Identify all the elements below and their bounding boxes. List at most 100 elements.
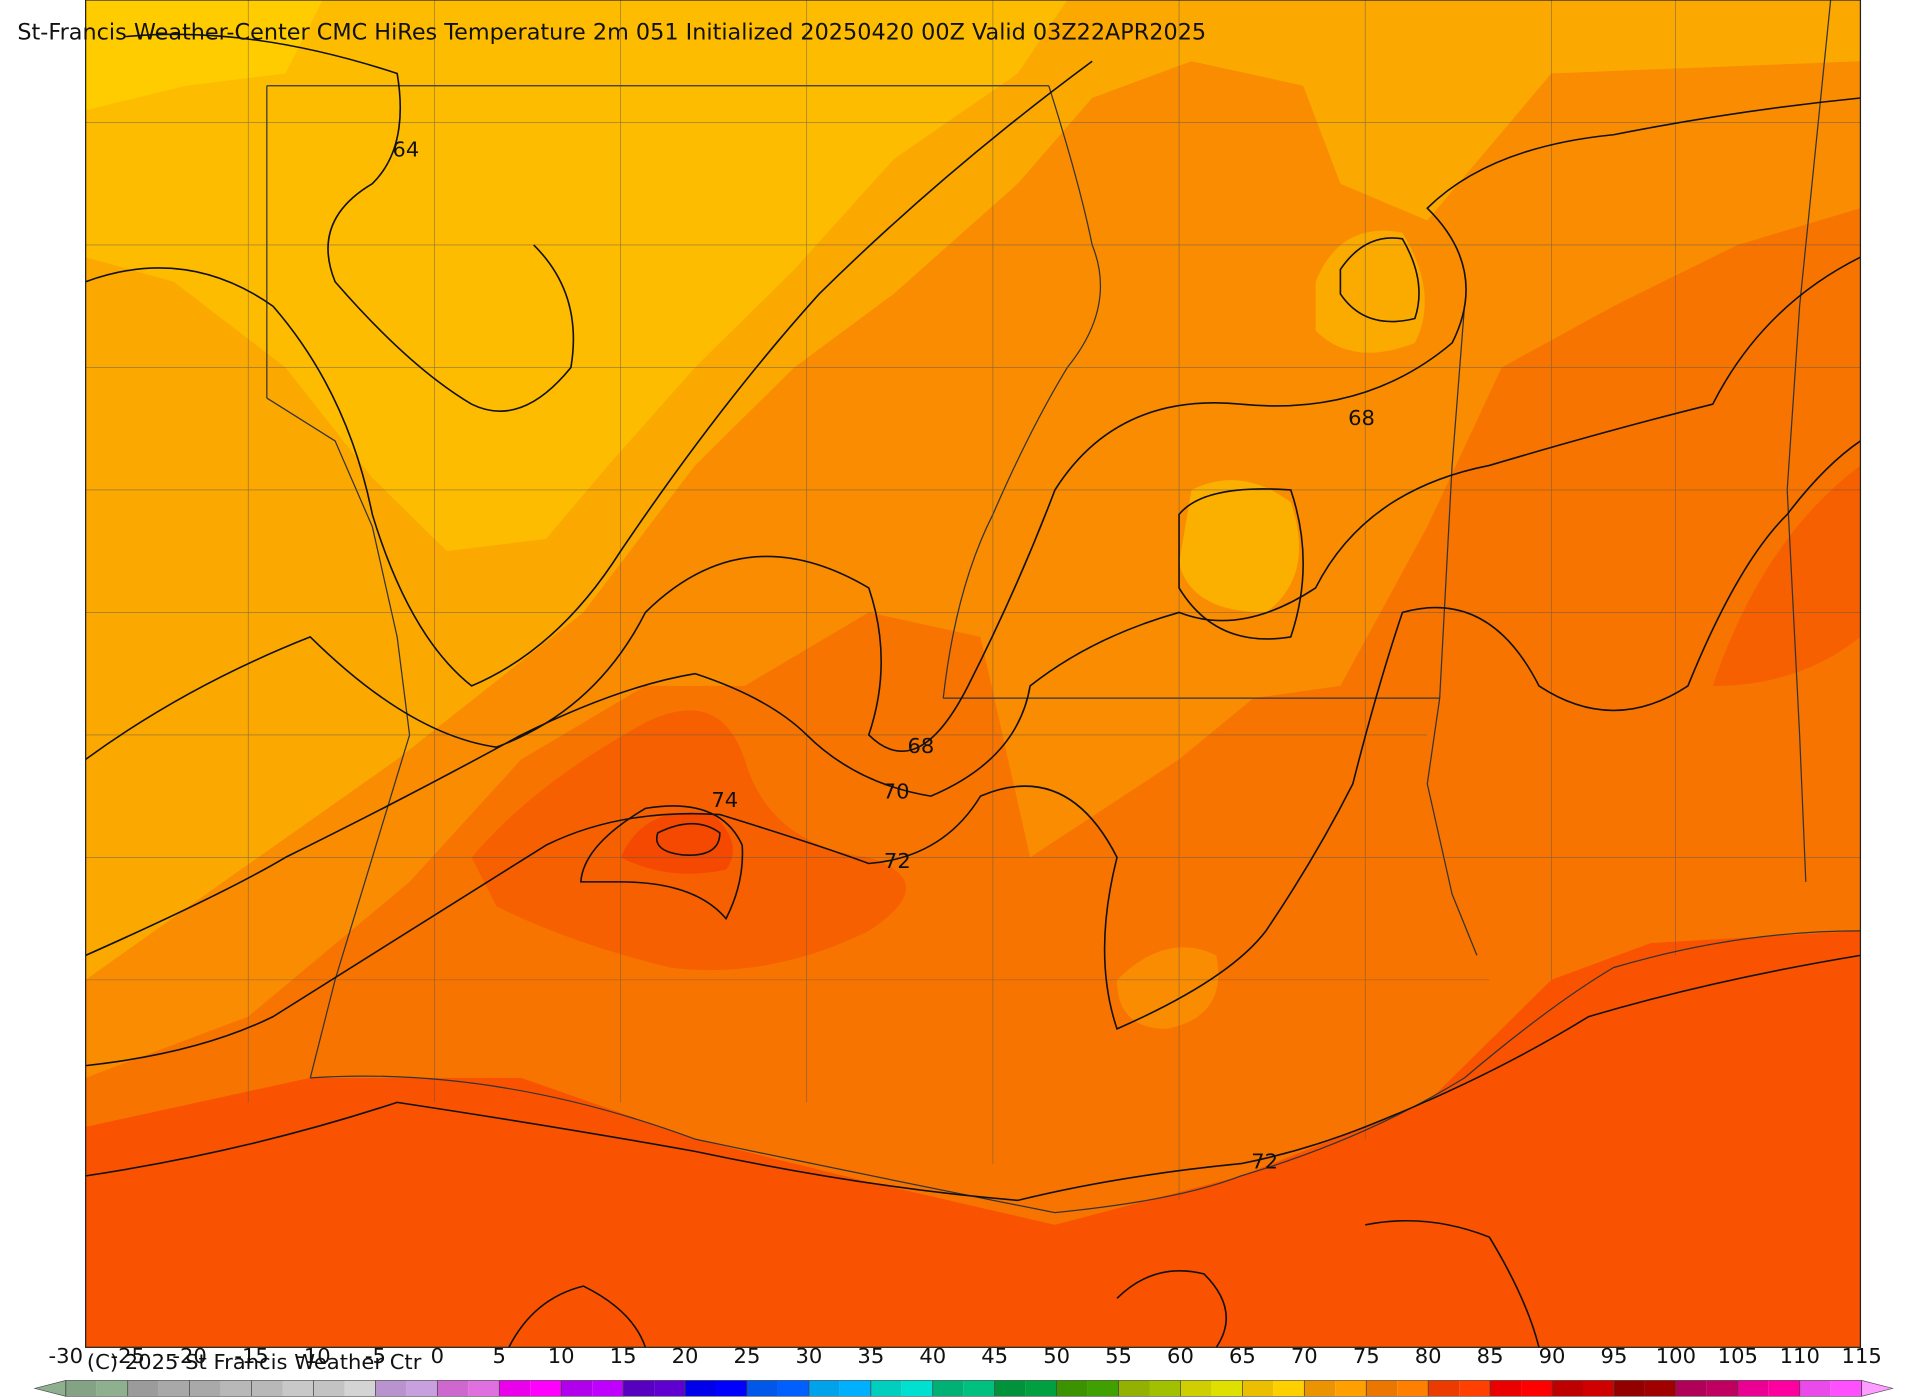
colorbar-swatch <box>220 1380 252 1397</box>
colorbar-swatch <box>592 1380 624 1397</box>
contours <box>85 33 1861 1348</box>
colorbar-swatch <box>1521 1380 1553 1397</box>
colorbar-swatch <box>1211 1380 1243 1397</box>
colorbar-swatch <box>406 1380 438 1397</box>
colorbar-swatch <box>468 1380 500 1397</box>
contour-label: 64 <box>392 138 419 162</box>
colorbar-tick-label: 15 <box>610 1344 637 1368</box>
colorbar-tick-label: 65 <box>1229 1344 1256 1368</box>
colorbar-tick-label: 50 <box>1043 1344 1070 1368</box>
colorbar: -30 -25 -20 -15 -10 -5 0 5 10 15 20 25 30 35 40 45 50 55 6… <box>33 1344 1894 1397</box>
colorbar-swatch <box>375 1380 407 1397</box>
colorbar-swatch <box>1335 1380 1367 1397</box>
contour-label: 74 <box>711 788 738 812</box>
colorbar-swatch <box>499 1380 531 1397</box>
temperature-field <box>85 0 1861 1348</box>
colorbar-swatch <box>777 1380 809 1397</box>
colorbar-tick-label: 55 <box>1105 1344 1132 1368</box>
colorbar-tick-label: -20 <box>172 1344 206 1368</box>
colorbar-swatch <box>746 1380 778 1397</box>
colorbar-swatch <box>127 1380 159 1397</box>
colorbar-tick-label: 25 <box>734 1344 761 1368</box>
field-66-blob <box>1315 230 1425 353</box>
field-72-east <box>1712 465 1861 686</box>
colorbar-tick-label: 110 <box>1780 1344 1820 1368</box>
colorbar-tick-label: -5 <box>365 1344 386 1368</box>
contour-label: 70 <box>883 780 910 804</box>
colorbar-swatch <box>1490 1380 1522 1397</box>
colorbar-tick-label: 60 <box>1167 1344 1194 1368</box>
colorbar-tick-label: 45 <box>981 1344 1008 1368</box>
colorbar-swatch <box>344 1380 376 1397</box>
colorbar-swatch <box>158 1380 190 1397</box>
colorbar-tick-label: 80 <box>1415 1344 1442 1368</box>
contour-66 <box>85 60 1093 687</box>
colorbar-swatch <box>1830 1380 1862 1397</box>
contour-74 <box>579 805 744 921</box>
colorbar-swatch <box>808 1380 840 1397</box>
colorbar-swatch <box>1706 1380 1738 1397</box>
colorbar-swatch <box>1613 1380 1645 1397</box>
contour-64 <box>124 33 575 412</box>
contour-76 <box>656 823 721 856</box>
colorbar-swatch <box>839 1380 871 1397</box>
colorbar-swatch <box>189 1380 221 1397</box>
colorbar-swatch <box>870 1380 902 1397</box>
colorbar-swatch <box>1273 1380 1305 1397</box>
colorbar-swatch <box>963 1380 995 1397</box>
colorbar-tick-label: 35 <box>857 1344 884 1368</box>
colorbar-swatch <box>1056 1380 1088 1397</box>
colorbar-tick-label: 85 <box>1477 1344 1504 1368</box>
contour-68 <box>85 97 1861 761</box>
colorbar-swatch <box>530 1380 562 1397</box>
county-lines <box>85 0 1861 1201</box>
colorbar-swatch <box>561 1380 593 1397</box>
copyright: (C) 2025 St Francis Weather Ctr <box>87 1350 422 1374</box>
colorbar-tick-label: 75 <box>1353 1344 1380 1368</box>
contour-gulf <box>508 1219 1540 1348</box>
colorbar-swatch <box>901 1380 933 1397</box>
contour-blob <box>1178 237 1420 640</box>
colorbar-swatch <box>1799 1380 1831 1397</box>
colorbar-tick-label: -25 <box>110 1344 144 1368</box>
contour-label: 68 <box>907 734 934 758</box>
colorbar-swatch <box>1644 1380 1676 1397</box>
colorbar-swatch <box>1118 1380 1150 1397</box>
colorbar-tick-label: 40 <box>919 1344 946 1368</box>
colorbar-tick-label: 30 <box>795 1344 822 1368</box>
field-gulf <box>85 930 1861 1348</box>
colorbar-swatch <box>994 1380 1026 1397</box>
colorbar-swatch <box>1675 1380 1707 1397</box>
colorbar-swatch <box>1428 1380 1460 1397</box>
colorbar-swatch <box>1397 1380 1429 1397</box>
colorbar-swatch <box>1025 1380 1057 1397</box>
colorbar-swatch <box>313 1380 345 1397</box>
colorbar-swatch <box>1552 1380 1583 1397</box>
colorbar-swatch <box>654 1380 686 1397</box>
colorbar-swatch <box>685 1380 717 1397</box>
contour-labels: 64 68 68 70 72 74 72 <box>392 138 1375 1174</box>
coastline <box>310 930 1861 1214</box>
colorbar-swatch <box>96 1380 128 1397</box>
colorbar-swatch <box>251 1380 283 1397</box>
colorbar-swatch <box>1768 1380 1800 1397</box>
contour-72-south <box>85 954 1861 1202</box>
colorbar-swatch <box>1366 1380 1398 1397</box>
colorbar-swatch <box>1737 1380 1769 1397</box>
colorbar-tick-label: 10 <box>548 1344 575 1368</box>
field-64 <box>85 0 1068 552</box>
colorbar-swatch <box>932 1380 964 1397</box>
map-title: St-Francis Weather-Center CMC HiRes Temp… <box>17 20 1206 46</box>
field-70 <box>85 208 1861 1348</box>
colorbar-tick-label: 5 <box>493 1344 506 1368</box>
field-74 <box>620 812 734 874</box>
colorbar-swatch <box>1459 1380 1491 1397</box>
contour-label: 68 <box>1348 406 1375 430</box>
contour-label: 72 <box>1251 1149 1278 1173</box>
contour-72 <box>85 440 1861 1067</box>
colorbar-swatch <box>1180 1380 1212 1397</box>
colorbar-swatch <box>65 1380 97 1397</box>
colorbar-swatch <box>1582 1380 1614 1397</box>
